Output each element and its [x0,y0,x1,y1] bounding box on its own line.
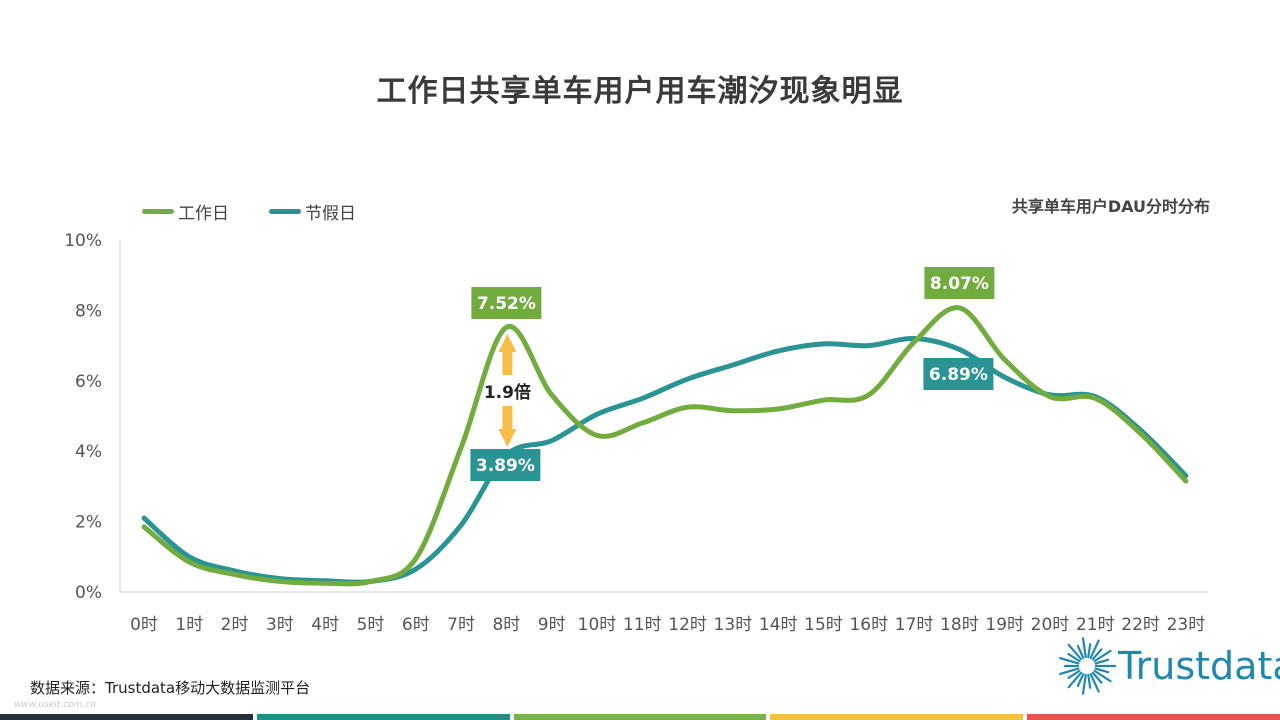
footer-bar-segment [0,714,253,720]
logo-text: Trustdata [1118,644,1280,688]
logo-ray [1067,653,1081,663]
ratio-arrow-down-head [498,429,517,447]
ratio-arrow-up-head [498,334,517,352]
logo-ray [1076,644,1085,659]
footer-bar-segment [513,714,767,720]
footer-bar-segment [1027,714,1280,720]
y-tick-label: 8% [75,301,102,321]
logo-ray [1094,658,1110,665]
y-tick-label: 6% [75,372,102,392]
footer-bar-segment [770,714,1024,720]
x-tick-label: 3时 [266,615,294,635]
logo-ray [1067,669,1081,679]
x-tick-label: 14时 [759,615,798,635]
legend-label-holiday: 节假日 [305,204,356,224]
x-tick-label: 17时 [895,615,934,635]
series-line-workday [141,305,1189,587]
data-label-holiday-18-box [923,358,994,390]
x-tick-label: 8时 [492,615,520,635]
logo-ray [1081,637,1087,659]
x-tick-label: 22时 [1121,615,1160,635]
ratio-arrow-up-shaft [502,351,513,375]
logo-ray [1087,673,1092,689]
chart-legend: 工作日 节假日 [142,199,356,224]
x-tick-label: 5时 [357,615,385,635]
series-line-holiday [141,336,1189,585]
legend-item-workday[interactable]: 工作日 [142,199,229,224]
x-tick-label: 0时 [130,615,158,635]
logo-ray [1067,643,1083,661]
legend-item-holiday[interactable]: 节假日 [269,199,356,224]
x-tick-label: 11时 [623,615,662,635]
x-tick-label: 10时 [578,615,617,635]
y-tick-label: 2% [75,513,102,533]
x-tick-label: 6时 [402,615,430,635]
y-tick-label: 0% [75,583,102,603]
trustdata-logo: Trustdata [1058,634,1280,698]
legend-label-workday: 工作日 [178,204,229,224]
x-tick-label: 20时 [1031,615,1070,635]
logo-ray [1091,671,1103,684]
x-tick-label: 7时 [447,615,475,635]
x-tick-label: 2时 [221,615,249,635]
logo-ray [1081,673,1087,695]
ratio-label: 1.9倍 [484,382,531,403]
x-tick-label: 18时 [940,615,979,635]
logo-ray [1094,667,1110,674]
y-tick-label: 10% [64,231,102,251]
x-tick-label: 23时 [1167,615,1206,635]
data-label-holiday-8: 3.89% [476,456,535,476]
data-label-workday-18-box [924,267,995,299]
logo-ray [1089,639,1100,659]
logo-ray [1067,671,1083,689]
logo-ray [1059,657,1080,665]
logo-ray [1091,648,1103,661]
footer-bar-segment [256,714,510,720]
x-tick-label: 12时 [668,615,707,635]
x-tick-label: 16时 [849,615,888,635]
logo-ray [1093,669,1112,683]
x-tick-label: 9时 [538,615,566,635]
x-tick-label: 15时 [804,615,843,635]
x-tick-label: 1时 [175,615,203,635]
logo-ray [1087,643,1092,659]
data-source-note: 数据来源：Trustdata移动大数据监测平台 [30,679,311,697]
logo-ray [1059,667,1080,675]
page-title: 工作日共享单车用户用车潮汐现象明显 [376,74,904,109]
data-label-holiday-18: 6.89% [929,365,988,385]
x-tick-label: 21时 [1076,615,1115,635]
logo-ray [1089,673,1100,693]
data-label-workday-18: 8.07% [930,274,989,294]
x-tick-label: 4时 [311,615,339,635]
ratio-arrow-down-shaft [502,406,513,430]
legend-swatch-holiday [269,209,301,214]
x-tick-label: 19时 [985,615,1024,635]
starburst-logo-icon [1059,637,1116,695]
data-label-workday-8: 7.52% [477,294,536,314]
data-label-workday-8-box [471,287,542,319]
logo-ray [1076,673,1085,688]
chart-subtitle: 共享单车用户DAU分时分布 [1011,197,1210,216]
watermark: www.useit.com.cn [14,700,96,710]
logo-ray [1093,649,1112,663]
legend-swatch-workday [142,209,174,214]
data-label-holiday-8-box [470,449,541,481]
y-tick-label: 4% [75,442,102,462]
x-tick-label: 13时 [714,615,753,635]
footer-color-bar [0,714,1280,720]
